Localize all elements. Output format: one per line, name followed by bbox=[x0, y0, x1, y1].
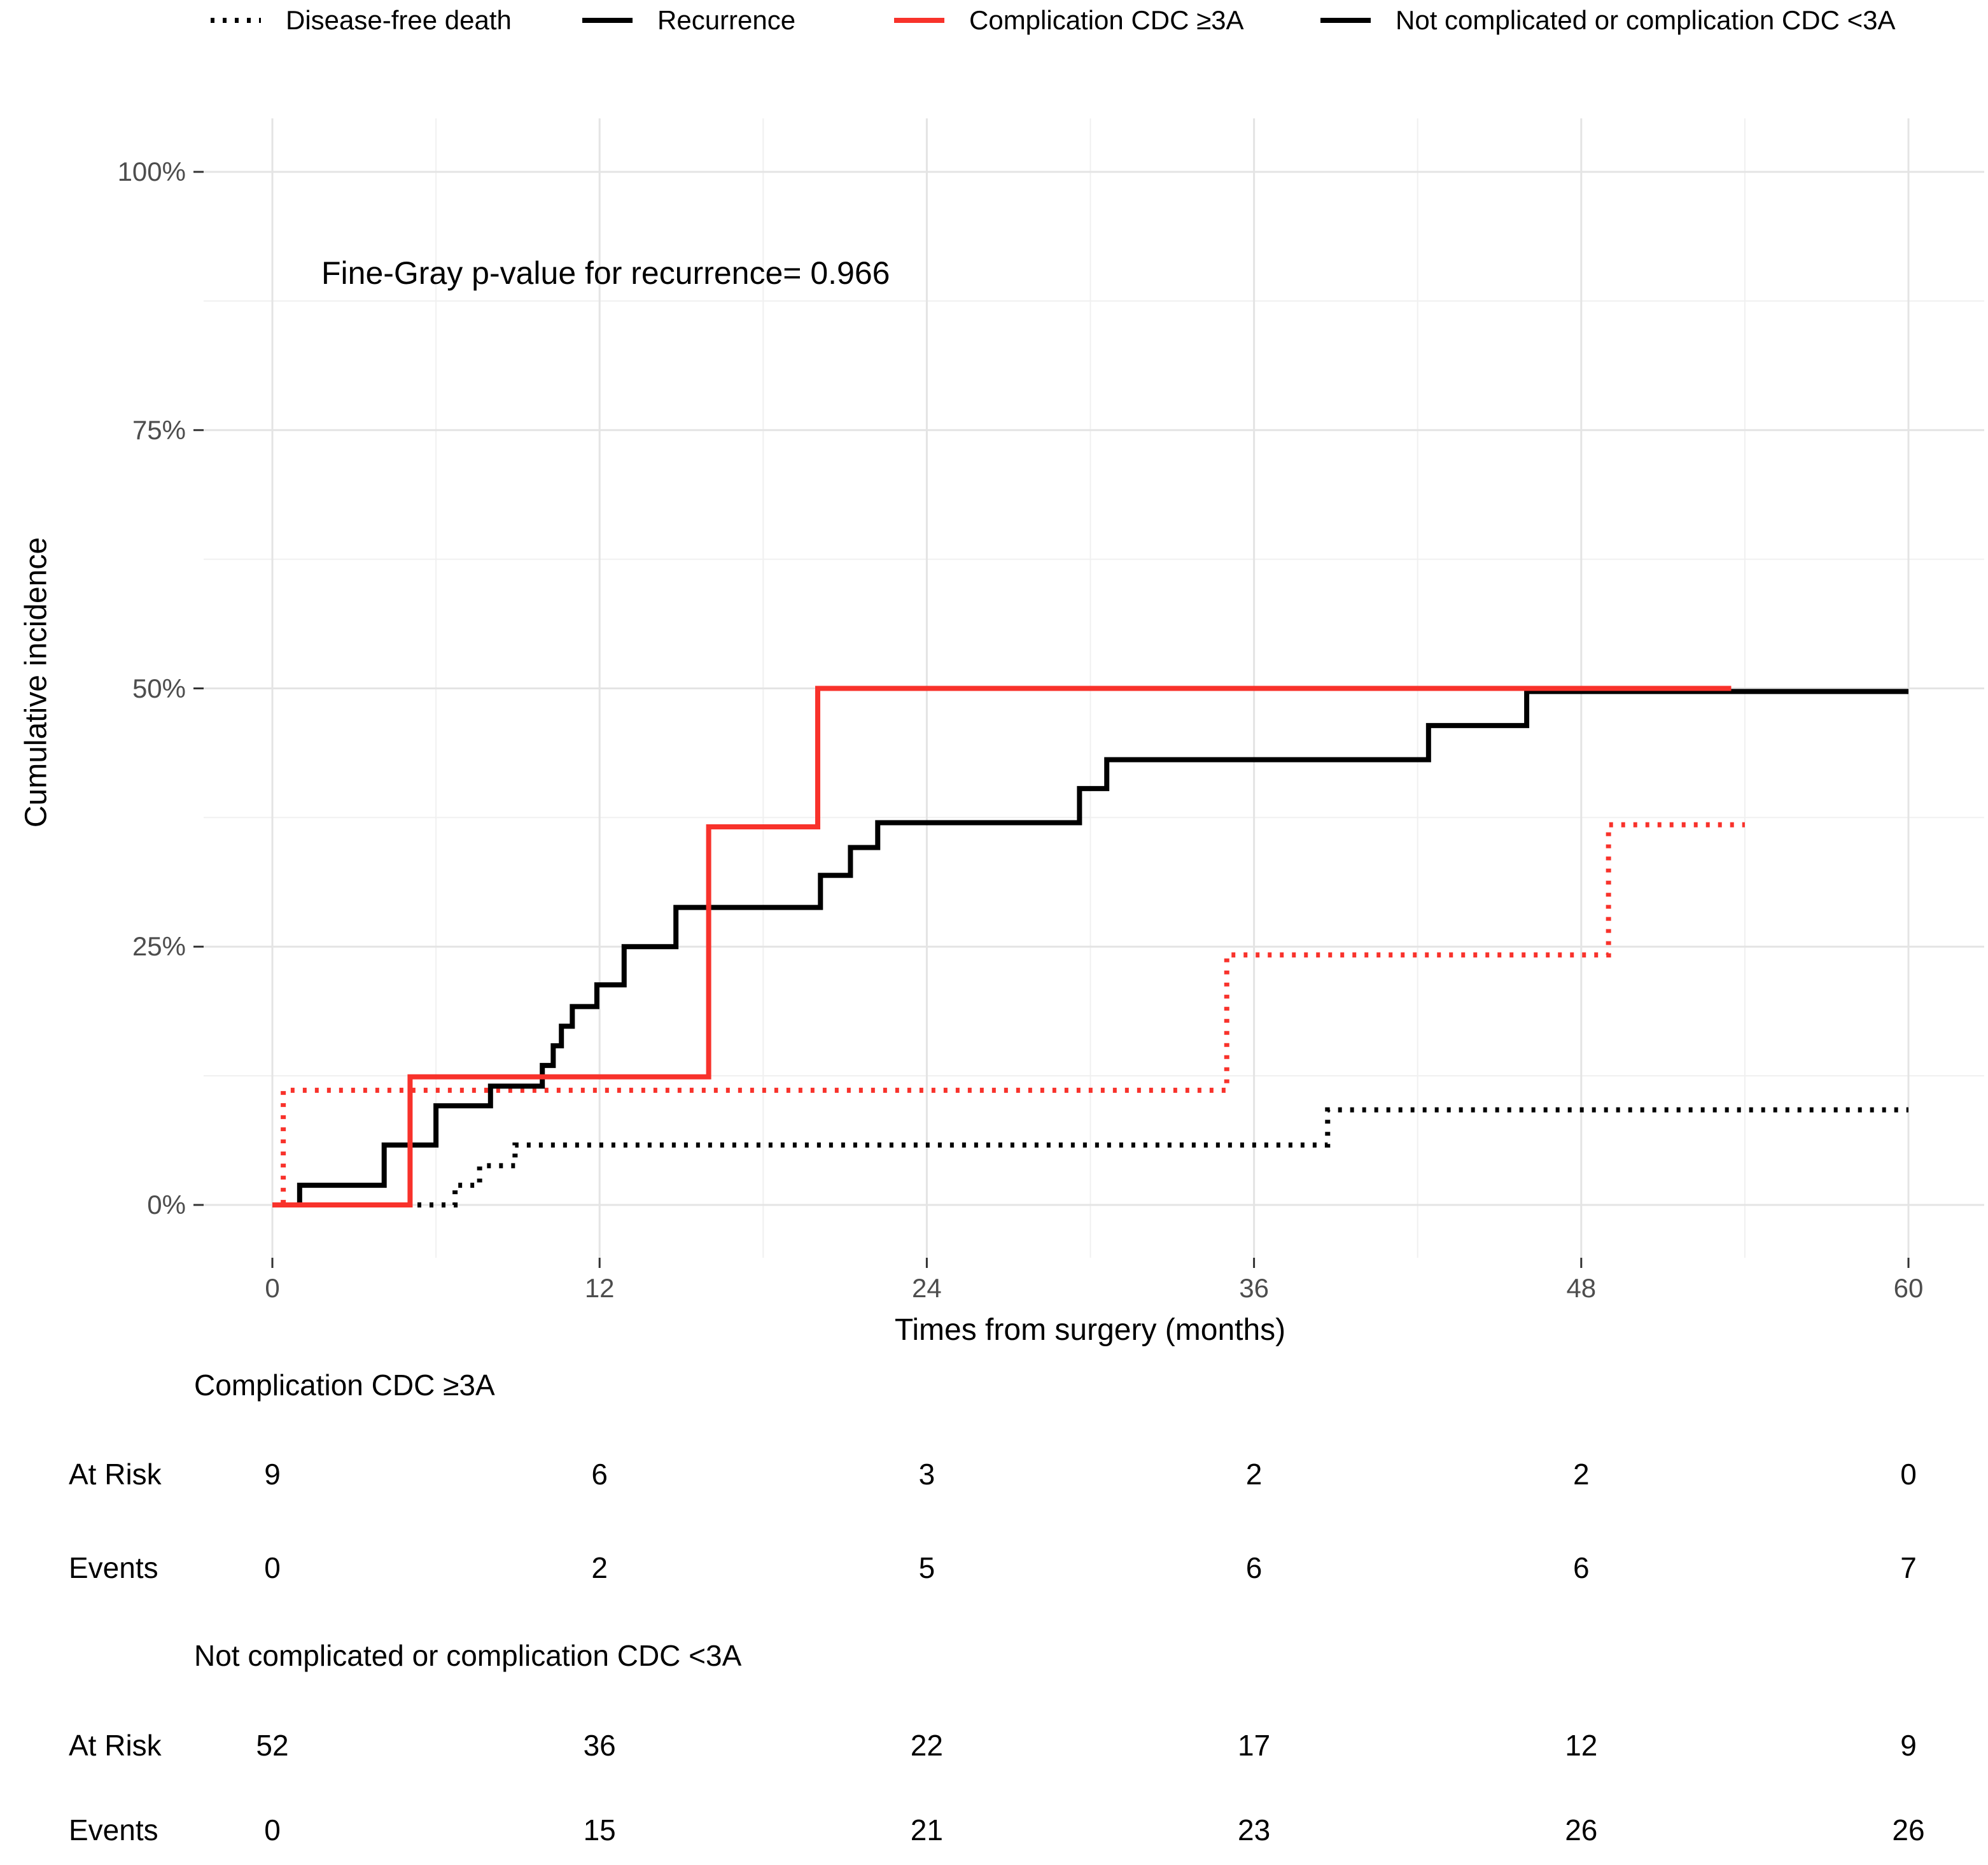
risk-table-row-label-events-2: Events bbox=[69, 1813, 158, 1847]
risk-table-value-events-g2-t12: 15 bbox=[583, 1813, 616, 1847]
risk-table-value-at_risk-g1-t0: 9 bbox=[264, 1458, 281, 1491]
risk-table-value-events-g1-t24: 5 bbox=[918, 1551, 935, 1584]
legend-label: Complication CDC ≥3A bbox=[969, 5, 1244, 35]
y-tick-label-100: 100% bbox=[117, 157, 186, 186]
legend-label: Not complicated or complication CDC <3A bbox=[1396, 5, 1896, 35]
risk-table-value-events-g2-t24: 21 bbox=[910, 1813, 943, 1847]
legend-key-line-icon bbox=[894, 18, 944, 23]
x-tick-label-24: 24 bbox=[912, 1273, 942, 1303]
legend-key-line-icon bbox=[582, 18, 633, 23]
risk-table-value-events-g2-t0: 0 bbox=[264, 1813, 281, 1847]
legend-key-line-icon bbox=[211, 18, 261, 23]
risk-table-value-events-g1-t48: 6 bbox=[1573, 1551, 1590, 1584]
x-tick-label-48: 48 bbox=[1566, 1273, 1597, 1303]
y-tick-label-50: 50% bbox=[132, 673, 186, 703]
legend-item-4: Not complicated or complication CDC <3A bbox=[1319, 5, 1896, 36]
fine-gray-pvalue-annotation: Fine-Gray p-value for recurrence= 0.966 bbox=[321, 255, 890, 291]
risk-table-value-at_risk-g1-t60: 0 bbox=[1900, 1458, 1917, 1491]
legend-label: Recurrence bbox=[657, 5, 796, 35]
risk-table-value-at_risk-g1-t24: 3 bbox=[918, 1458, 935, 1491]
risk-table-value-events-g1-t0: 0 bbox=[264, 1551, 281, 1584]
risk-table-value-events-g2-t60: 26 bbox=[1892, 1813, 1925, 1847]
risk-table-row-label-events-1: Events bbox=[69, 1551, 158, 1584]
series-recurrence-4 bbox=[272, 686, 1732, 1207]
series-disease-free-death-2 bbox=[272, 822, 1745, 1207]
risk-table-value-events-g2-t48: 26 bbox=[1565, 1813, 1598, 1847]
risk-table-group-header-2: Not complicated or complication CDC <3A bbox=[194, 1639, 742, 1672]
risk-table-row-label-at_risk-1: At Risk bbox=[69, 1458, 162, 1491]
risk-table-value-events-g1-t60: 7 bbox=[1900, 1551, 1917, 1584]
legend-key-line-icon bbox=[1320, 18, 1371, 23]
x-tick-label-60: 60 bbox=[1893, 1273, 1924, 1303]
risk-table-value-events-g1-t36: 6 bbox=[1245, 1551, 1263, 1584]
legend-item-3: Complication CDC ≥3A bbox=[892, 5, 1244, 36]
series-recurrence-3 bbox=[272, 689, 1908, 1207]
x-tick-label-12: 12 bbox=[584, 1273, 615, 1303]
risk-table-value-at_risk-g2-t0: 52 bbox=[256, 1729, 289, 1762]
x-axis-title: Times from surgery (months) bbox=[894, 1313, 1286, 1347]
y-tick-label-0: 0% bbox=[147, 1190, 186, 1220]
legend-item-2: Recurrence bbox=[580, 5, 795, 36]
chart-legend: Disease-free death Recurrence Complication… bbox=[0, 0, 1988, 41]
y-tick-label-75: 75% bbox=[132, 414, 186, 445]
chart-plot-area bbox=[193, 118, 1984, 1268]
risk-table-value-at_risk-g2-t36: 17 bbox=[1238, 1729, 1271, 1762]
risk-table-value-at_risk-g1-t12: 6 bbox=[591, 1458, 608, 1491]
risk-table-value-at_risk-g2-t12: 36 bbox=[583, 1729, 616, 1762]
x-tick-label-0: 0 bbox=[265, 1273, 280, 1303]
risk-table-value-events-g2-t36: 23 bbox=[1238, 1813, 1271, 1847]
risk-table-value-events-g1-t12: 2 bbox=[591, 1551, 608, 1584]
legend-item-1: Disease-free death bbox=[209, 5, 512, 36]
risk-table-value-at_risk-g1-t48: 2 bbox=[1573, 1458, 1590, 1491]
y-axis-title: Cumulative incidence bbox=[19, 537, 53, 828]
x-tick-label-36: 36 bbox=[1239, 1273, 1269, 1303]
risk-table-row-label-at_risk-2: At Risk bbox=[69, 1729, 162, 1762]
risk-table-group-header-1: Complication CDC ≥3A bbox=[194, 1369, 495, 1402]
risk-table-value-at_risk-g1-t36: 2 bbox=[1245, 1458, 1263, 1491]
legend-label: Disease-free death bbox=[286, 5, 512, 35]
risk-table-value-at_risk-g2-t24: 22 bbox=[910, 1729, 943, 1762]
risk-table-value-at_risk-g2-t60: 9 bbox=[1900, 1729, 1917, 1762]
y-tick-label-25: 25% bbox=[132, 931, 186, 962]
risk-table-value-at_risk-g2-t48: 12 bbox=[1565, 1729, 1598, 1762]
